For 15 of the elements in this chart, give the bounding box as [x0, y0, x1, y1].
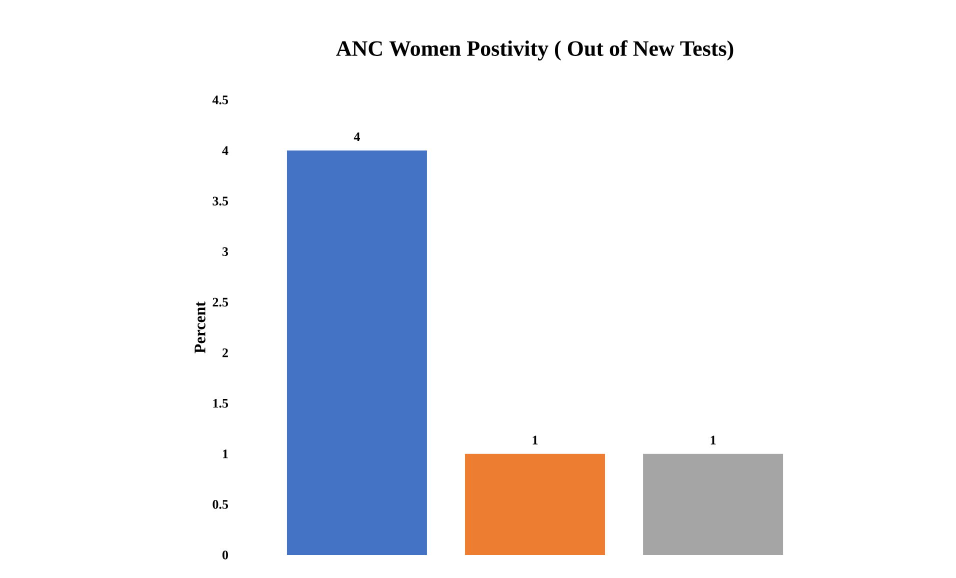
y-tick-label: 1 — [223, 450, 228, 458]
chart-title: ANC Women Postivity ( Out of New Tests) — [336, 40, 734, 61]
data-label: 1 — [710, 436, 716, 444]
y-tick-label: 1.5 — [213, 398, 228, 408]
y-tick-label: 2.5 — [212, 298, 228, 307]
y-tick-label: 4.5 — [212, 96, 228, 104]
data-label: 4 — [354, 132, 360, 142]
y-tick-label: 4 — [222, 146, 228, 155]
y-axis-title: Percent — [194, 301, 206, 354]
y-tick-label: 3 — [222, 247, 228, 256]
y-tick-label: 0 — [222, 550, 228, 560]
y-tick-label: 0.5 — [212, 500, 228, 509]
y-tick-label: 2 — [222, 348, 228, 358]
data-label: 1 — [532, 436, 538, 444]
y-tick-label: 3.5 — [212, 196, 228, 206]
